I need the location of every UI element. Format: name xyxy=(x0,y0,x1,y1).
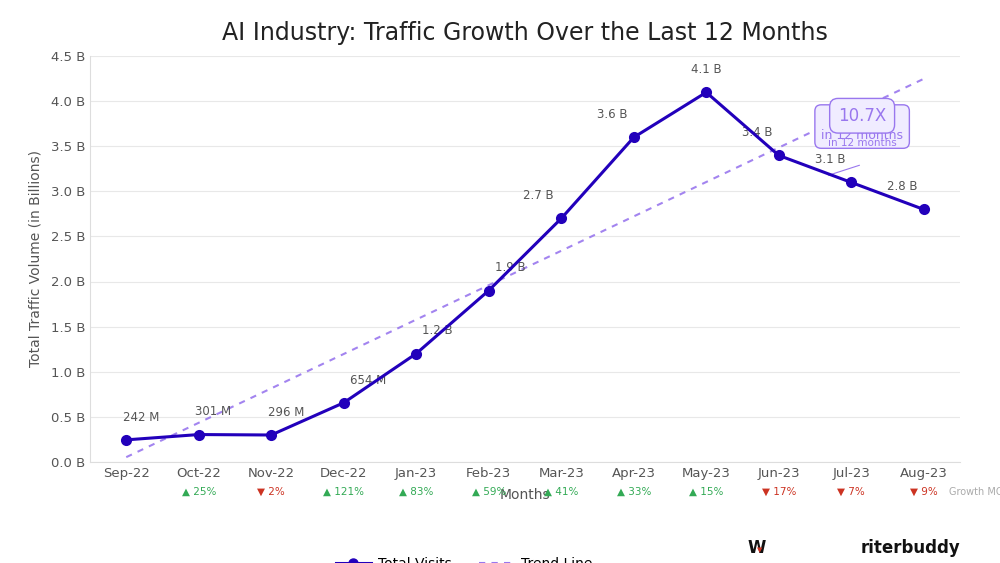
Text: 2.8 B: 2.8 B xyxy=(887,180,918,193)
Text: 301 M: 301 M xyxy=(195,405,231,418)
Text: 3.4 B: 3.4 B xyxy=(742,126,773,139)
Text: 2.7 B: 2.7 B xyxy=(523,189,554,202)
Text: ▼ 17%: ▼ 17% xyxy=(762,487,796,497)
Text: 296 M: 296 M xyxy=(268,406,304,419)
Text: ▲ 121%: ▲ 121% xyxy=(323,487,364,497)
Text: ▼ 7%: ▼ 7% xyxy=(837,487,865,497)
Text: ▲ 33%: ▲ 33% xyxy=(617,487,651,497)
Text: 654 M: 654 M xyxy=(350,373,386,387)
Text: 3.6 B: 3.6 B xyxy=(597,108,628,121)
Text: ▲ 25%: ▲ 25% xyxy=(182,487,216,497)
Legend: Total Visits, Trend Line: Total Visits, Trend Line xyxy=(330,551,598,563)
Text: 3.1 B: 3.1 B xyxy=(815,153,845,166)
Text: ▲ 15%: ▲ 15% xyxy=(689,487,723,497)
Text: 4.1 B: 4.1 B xyxy=(691,63,722,76)
Text: ▲ 59%: ▲ 59% xyxy=(472,487,506,497)
Text: riterbuddy: riterbuddy xyxy=(860,539,960,557)
Text: ▼: ▼ xyxy=(757,547,762,553)
Text: 1.2 B: 1.2 B xyxy=(422,324,453,337)
Title: AI Industry: Traffic Growth Over the Last 12 Months: AI Industry: Traffic Growth Over the Las… xyxy=(222,21,828,44)
Y-axis label: Total Traffic Volume (in Billions): Total Traffic Volume (in Billions) xyxy=(28,150,42,368)
Text: ▲ 41%: ▲ 41% xyxy=(544,487,578,497)
Text: ▼ 9%: ▼ 9% xyxy=(910,487,938,497)
Text: W: W xyxy=(748,539,766,557)
Text: 1.9 B: 1.9 B xyxy=(495,261,525,274)
Text: Growth MOM%: Growth MOM% xyxy=(949,487,1000,497)
Text: ▲ 83%: ▲ 83% xyxy=(399,487,433,497)
Text: 10.7X
in 12 months: 10.7X in 12 months xyxy=(821,111,903,142)
Text: 242 M: 242 M xyxy=(123,410,159,423)
Text: ▼ 2%: ▼ 2% xyxy=(257,487,285,497)
X-axis label: Months: Months xyxy=(500,488,550,502)
Text: in 12 months: in 12 months xyxy=(828,138,896,148)
Text: 10.7X: 10.7X xyxy=(838,107,886,125)
